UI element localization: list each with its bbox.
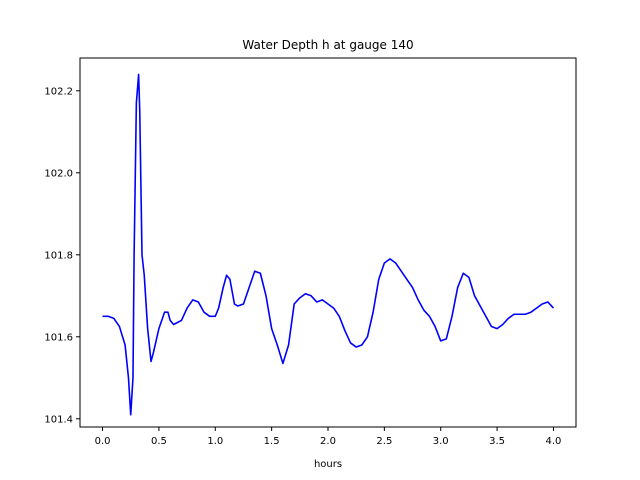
x-tick-label: 3.5 xyxy=(489,436,505,447)
x-tick-label: 3.0 xyxy=(433,436,449,447)
x-tick-label: 2.0 xyxy=(320,436,336,447)
y-tick-label: 101.6 xyxy=(44,332,73,343)
x-tick-label: 4.0 xyxy=(546,436,562,447)
axes-frame xyxy=(79,57,577,428)
plot-area xyxy=(102,73,555,416)
y-tick-label: 101.4 xyxy=(44,414,73,425)
x-tick-label: 1.5 xyxy=(264,436,280,447)
x-tick-label: 0.0 xyxy=(95,436,111,447)
y-tick-label: 101.8 xyxy=(44,250,73,261)
x-tick-label: 2.5 xyxy=(376,436,392,447)
x-axis-ticks: 0.0 0.5 1.0 1.5 2.0 2.5 3.0 3.5 4.0 xyxy=(95,427,562,447)
y-tick-label: 102.0 xyxy=(44,168,73,179)
series-line xyxy=(102,73,555,416)
x-axis-label: hours xyxy=(314,459,342,470)
x-tick-label: 1.0 xyxy=(207,436,223,447)
chart-title: Water Depth h at gauge 140 xyxy=(242,38,413,52)
y-axis-ticks: 101.4 101.6 101.8 102.0 102.2 xyxy=(44,86,80,425)
y-tick-label: 102.2 xyxy=(44,86,73,97)
x-tick-label: 0.5 xyxy=(151,436,167,447)
